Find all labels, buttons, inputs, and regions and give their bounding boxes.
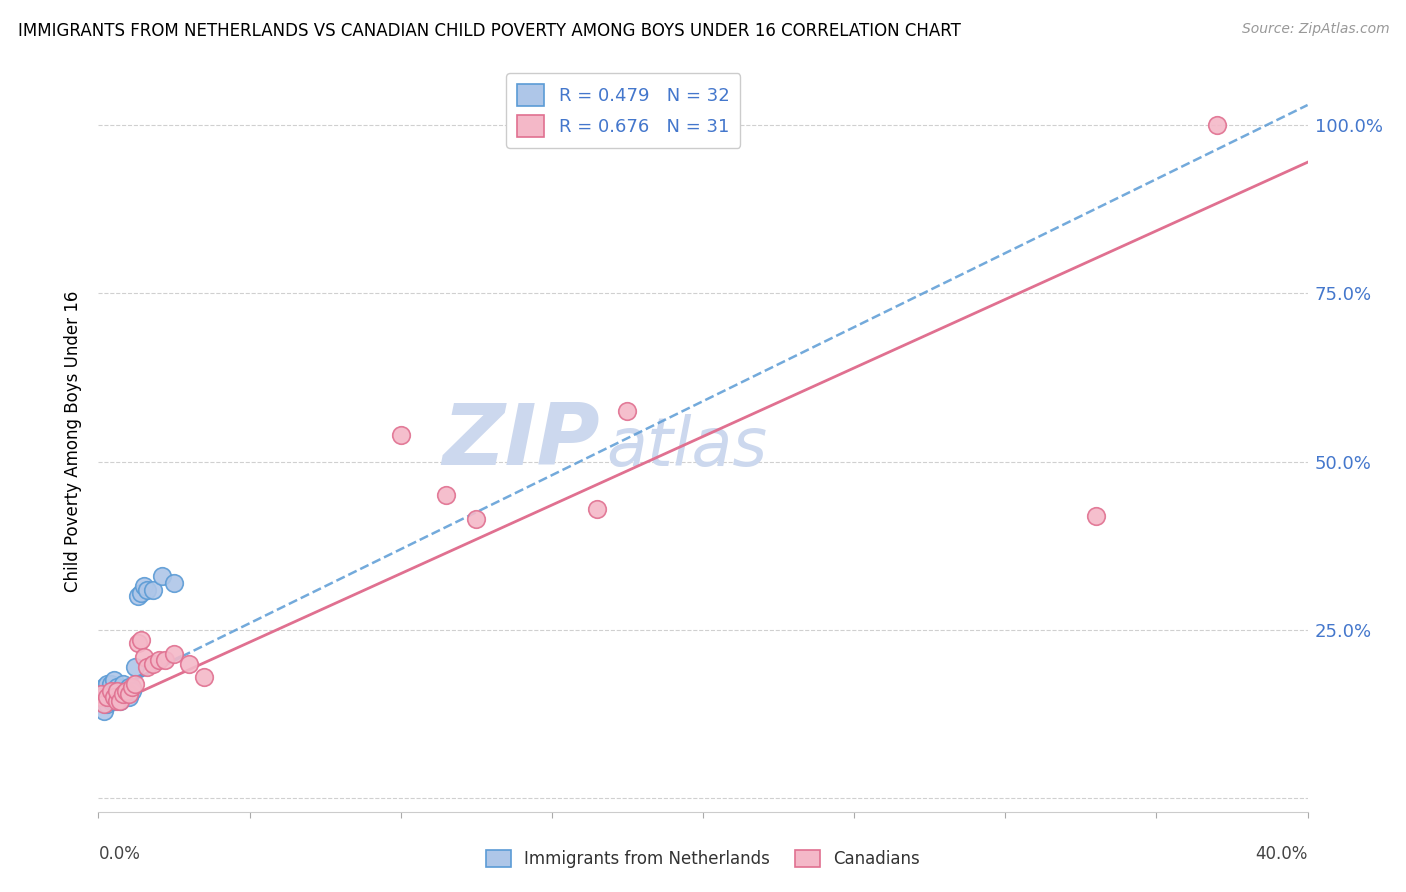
Point	[1206, 118, 1229, 132]
Point	[100, 677, 122, 691]
Point	[465, 512, 488, 526]
Point	[132, 649, 155, 664]
Point	[193, 670, 215, 684]
Point	[118, 680, 141, 694]
Point	[105, 680, 128, 694]
Point	[93, 680, 115, 694]
Point	[96, 690, 118, 705]
Point	[118, 690, 141, 705]
Point	[105, 690, 128, 705]
Point	[96, 677, 118, 691]
Point	[105, 683, 128, 698]
Point	[103, 694, 125, 708]
Legend: Immigrants from Netherlands, Canadians: Immigrants from Netherlands, Canadians	[479, 843, 927, 875]
Text: 40.0%: 40.0%	[1256, 845, 1308, 863]
Point	[103, 687, 125, 701]
Text: ZIP: ZIP	[443, 400, 600, 483]
Point	[129, 586, 152, 600]
Text: Source: ZipAtlas.com: Source: ZipAtlas.com	[1241, 22, 1389, 37]
Point	[150, 569, 173, 583]
Point	[129, 633, 152, 648]
Point	[586, 501, 609, 516]
Text: atlas: atlas	[606, 415, 768, 481]
Point	[118, 687, 141, 701]
Point	[103, 690, 125, 705]
Point	[135, 582, 157, 597]
Point	[163, 575, 186, 590]
Point	[108, 694, 131, 708]
Text: 0.0%: 0.0%	[98, 845, 141, 863]
Point	[111, 677, 134, 691]
Point	[389, 427, 412, 442]
Point	[90, 683, 112, 698]
Legend: R = 0.479   N = 32, R = 0.676   N = 31: R = 0.479 N = 32, R = 0.676 N = 31	[506, 73, 741, 148]
Point	[93, 704, 115, 718]
Point	[179, 657, 201, 671]
Point	[103, 673, 125, 688]
Point	[148, 653, 170, 667]
Point	[127, 636, 149, 650]
Point	[108, 683, 131, 698]
Point	[114, 683, 136, 698]
Point	[127, 590, 149, 604]
Point	[105, 694, 128, 708]
Point	[153, 653, 176, 667]
Point	[132, 579, 155, 593]
Point	[1085, 508, 1108, 523]
Point	[163, 647, 186, 661]
Point	[96, 687, 118, 701]
Point	[142, 582, 165, 597]
Point	[100, 687, 122, 701]
Point	[114, 683, 136, 698]
Point	[111, 687, 134, 701]
Point	[90, 694, 112, 708]
Point	[124, 660, 146, 674]
Point	[100, 694, 122, 708]
Point	[111, 687, 134, 701]
Point	[108, 694, 131, 708]
Point	[616, 404, 638, 418]
Point	[100, 683, 122, 698]
Point	[121, 683, 143, 698]
Point	[124, 677, 146, 691]
Y-axis label: Child Poverty Among Boys Under 16: Child Poverty Among Boys Under 16	[65, 291, 83, 592]
Point	[96, 697, 118, 711]
Point	[93, 697, 115, 711]
Point	[135, 660, 157, 674]
Point	[93, 690, 115, 705]
Point	[121, 680, 143, 694]
Point	[142, 657, 165, 671]
Point	[90, 687, 112, 701]
Text: IMMIGRANTS FROM NETHERLANDS VS CANADIAN CHILD POVERTY AMONG BOYS UNDER 16 CORREL: IMMIGRANTS FROM NETHERLANDS VS CANADIAN …	[18, 22, 962, 40]
Point	[90, 690, 112, 705]
Point	[434, 488, 457, 502]
